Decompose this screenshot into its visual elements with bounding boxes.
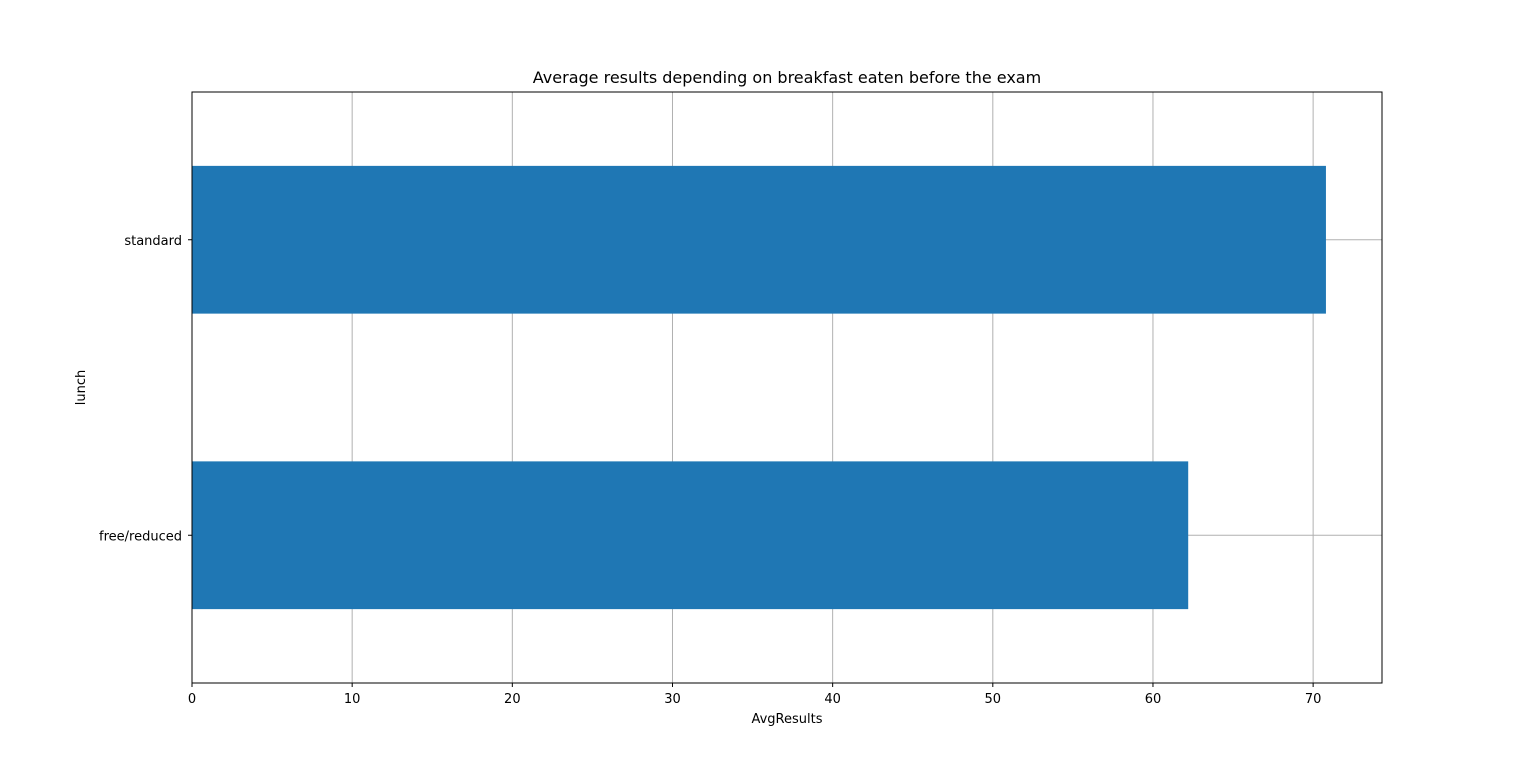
y-tick-label: standard <box>124 234 182 249</box>
x-axis-label: AvgResults <box>751 712 822 727</box>
x-tick-label: 0 <box>188 692 196 707</box>
x-tick-label: 20 <box>504 692 521 707</box>
y-tick-label: free/reduced <box>99 529 182 544</box>
ticks: 0 10 20 30 40 50 60 70 free/reduced standard <box>99 234 1321 707</box>
x-tick-label: 10 <box>344 692 361 707</box>
y-axis-label: lunch <box>74 370 89 405</box>
x-tick-label: 40 <box>824 692 841 707</box>
x-tick-label: 60 <box>1145 692 1162 707</box>
bar-1 <box>192 165 1326 314</box>
x-tick-label: 30 <box>664 692 681 707</box>
chart-title: Average results depending on breakfast e… <box>533 68 1041 87</box>
bars <box>192 165 1326 610</box>
plot-frame <box>191 91 1383 684</box>
bar-0 <box>192 461 1189 610</box>
x-tick-label: 50 <box>985 692 1002 707</box>
x-tick-label: 70 <box>1305 692 1322 707</box>
